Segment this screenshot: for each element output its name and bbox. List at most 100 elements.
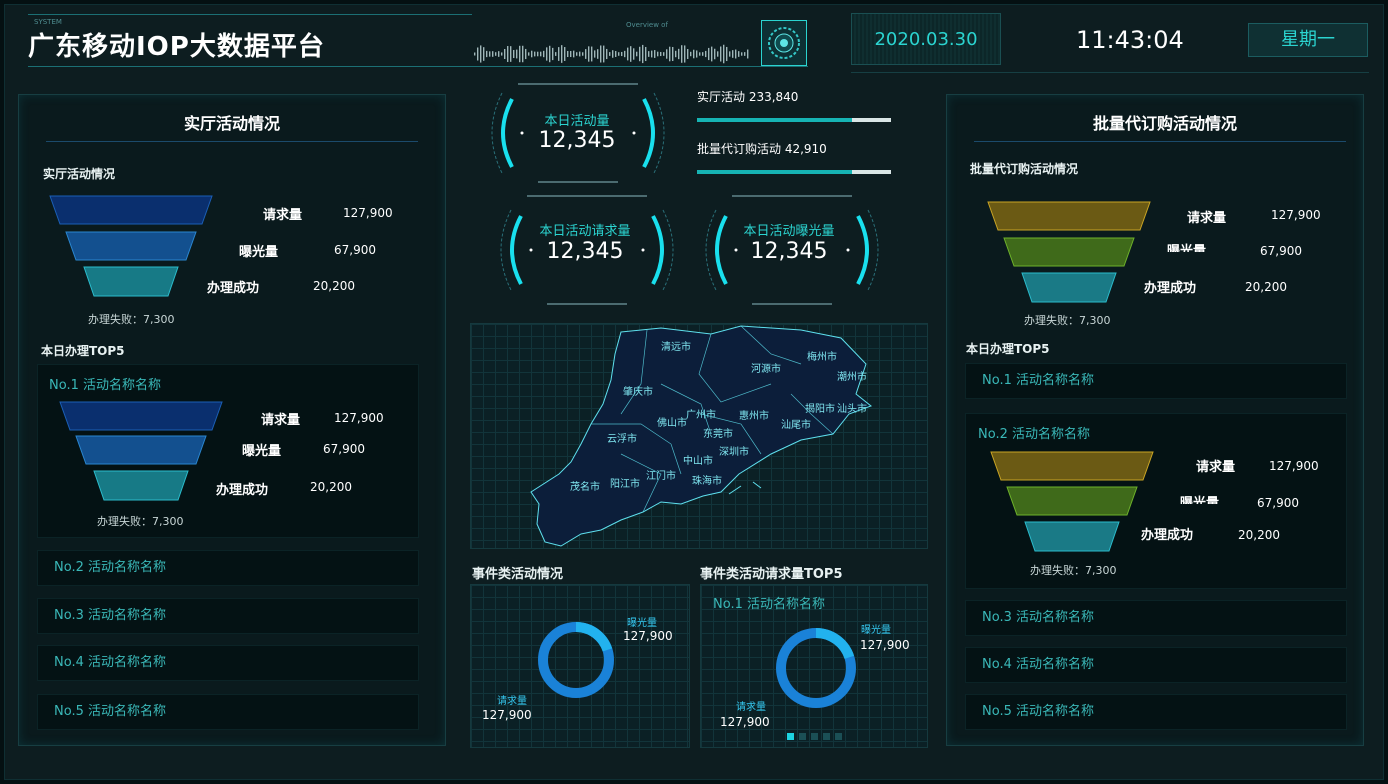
gauge-frame [491,83,665,183]
city-shenzhen: 深圳市 [719,447,749,458]
city-zhaoqing: 肇庆市 [623,387,653,398]
left-top1-fail: 办理失败：7,300 [97,515,184,528]
top5-donut-b-value: 127,900 [720,715,770,729]
left-top5-item-4[interactable]: No.4 活动名称名称 [37,645,419,681]
donut-ring-exposure [776,628,856,708]
globe-logo-icon [761,20,807,66]
city-maoming: 茂名市 [570,482,600,493]
event-activity-title: 事件类活动情况 [472,567,564,582]
top5-donut-b-label: 请求量 [736,702,766,713]
event-donut-b-value: 127,900 [482,708,532,722]
map-outline [530,325,873,547]
page-title: 广东移动IOP大数据平台 [28,32,325,62]
right-panel-title: 批量代订购活动情况 [1093,114,1238,133]
left-top1-label-1: 请求量 [261,413,301,428]
left-top1-label-2: 曝光量 [242,444,282,459]
event-donut-b-label: 请求量 [497,696,527,707]
city-heyuan: 河源市 [751,364,781,375]
guangdong-map[interactable]: 清远市 河源市 梅州市 潮州市 肇庆市 广州市 惠州市 揭阳市 汕头市 佛山市 … [470,323,928,549]
funnel-stage-exposure [75,435,207,465]
right-funnel-fail: 办理失败：7,300 [1024,314,1111,327]
left-top5-heading: 本日办理TOP5 [41,344,125,358]
city-yunfu: 云浮市 [607,434,637,445]
left-top5-item-3[interactable]: No.3 活动名称名称 [37,598,419,634]
right-top5-item-3[interactable]: No.3 活动名称名称 [965,600,1347,636]
right-top2-label-1: 请求量 [1196,460,1236,475]
city-jieyang: 揭阳市 [805,404,835,415]
gauge-value-daily-activity: 12,345 [538,128,616,153]
right-top2-value-3: 20,200 [1238,528,1280,542]
left-top1-value-1: 127,900 [334,411,384,425]
left-funnel-value-2: 67,900 [334,243,376,257]
gauge-label-daily-request: 本日活动请求量 [539,224,631,239]
city-huizhou: 惠州市 [739,411,769,422]
city-qingyuan: 清远市 [661,342,691,353]
right-top5-item-5[interactable]: No.5 活动名称名称 [965,694,1347,730]
left-funnel-label-2: 曝光量 [239,245,279,260]
progress-fill [697,170,853,174]
header-line [28,66,808,67]
funnel-stage-request [59,401,223,431]
right-top2-label-3: 办理成功 [1141,528,1194,543]
funnel-stage-exposure [1006,486,1138,516]
left-top1-label-3: 办理成功 [216,483,269,498]
funnel-stage-request [49,195,213,225]
right-top2-value-2: 67,900 [1257,496,1299,510]
right-top2-label-2: 曝光量 [1180,496,1220,504]
left-top5-item-2[interactable]: No.2 活动名称名称 [37,550,419,586]
title-underline [46,141,418,142]
funnel-stage-exposure [1003,237,1135,267]
funnel-stage-success [1024,521,1120,552]
funnel-stage-request [990,451,1154,481]
event-activity-card [470,584,690,748]
weekday-badge[interactable]: 星期一 [1248,23,1368,57]
batch-activity-stat: 批量代订购活动 42,910 [697,142,827,156]
event-donut-a-value: 127,900 [623,629,673,643]
city-dongguan: 东莞市 [703,429,733,440]
pager-dot[interactable] [811,733,818,740]
event-donut-a-label: 曝光量 [627,618,657,629]
pager-dot[interactable] [787,733,794,740]
city-zhongshan: 中山市 [683,456,713,467]
funnel-stage-success [1021,272,1117,303]
carousel-pager[interactable] [787,733,842,740]
right-top5-item-4[interactable]: No.4 活动名称名称 [965,647,1347,683]
right-funnel-label-1: 请求量 [1187,211,1227,226]
city-yangjiang: 阳江市 [610,479,640,490]
time-display: 11:43:04 [1076,26,1184,54]
right-top2-fail: 办理失败：7,300 [1030,564,1117,577]
gauge-label-daily-exposure: 本日活动曝光量 [743,224,835,239]
system-tag: SYSTEM [34,18,62,26]
city-chaozhou: 潮州市 [837,372,867,383]
right-funnel-label-2: 曝光量 [1167,244,1207,252]
right-funnel-label-3: 办理成功 [1144,281,1197,296]
city-shanwei: 汕尾市 [781,420,811,431]
right-top5-item-1[interactable]: No.1 活动名称名称 [965,363,1347,399]
hall-activity-stat: 实厅活动 233,840 [697,90,799,104]
city-meizhou: 梅州市 [807,352,837,363]
gauge-value-daily-exposure: 12,345 [750,239,828,264]
event-top5-title: 事件类活动请求量TOP5 [700,567,843,582]
funnel-stage-success [93,470,189,501]
city-foshan: 佛山市 [657,418,687,429]
right-top2-value-1: 127,900 [1269,459,1319,473]
event-donut-chart [538,622,614,698]
left-top1-funnel [59,401,223,501]
pager-dot[interactable] [835,733,842,740]
event-top5-name: No.1 活动名称名称 [713,597,825,612]
left-funnel-heading: 实厅活动情况 [43,167,116,181]
funnel-stage-request [987,201,1151,231]
left-top1-value-3: 20,200 [310,480,352,494]
top5-donut-chart [776,628,856,708]
city-shantou: 汕头市 [837,404,867,415]
pager-dot[interactable] [823,733,830,740]
pager-dot[interactable] [799,733,806,740]
funnel-stage-success [83,266,179,297]
left-panel-title: 实厅活动情况 [184,114,281,133]
event-top5-card [700,584,928,748]
right-funnel-value-2: 67,900 [1260,244,1302,258]
title-underline [974,141,1346,142]
right-funnel-value-3: 20,200 [1245,280,1287,294]
left-top5-item-5[interactable]: No.5 活动名称名称 [37,694,419,730]
gauge-label-daily-activity: 本日活动量 [544,114,610,129]
